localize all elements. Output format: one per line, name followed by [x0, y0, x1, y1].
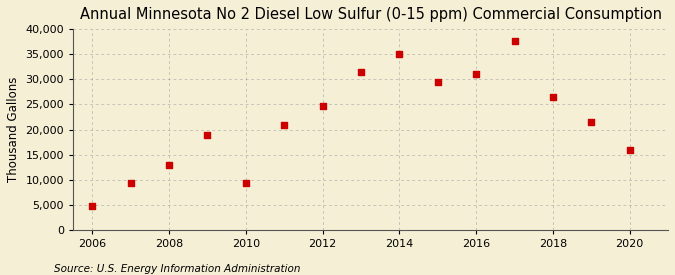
Point — [202, 133, 213, 137]
Point — [317, 104, 328, 108]
Point — [279, 122, 290, 127]
Point — [586, 120, 597, 124]
Y-axis label: Thousand Gallons: Thousand Gallons — [7, 77, 20, 182]
Point — [624, 148, 635, 152]
Text: Source: U.S. Energy Information Administration: Source: U.S. Energy Information Administ… — [54, 264, 300, 274]
Point — [126, 180, 136, 185]
Point — [433, 79, 443, 84]
Point — [87, 204, 98, 208]
Point — [356, 69, 367, 74]
Point — [164, 163, 175, 167]
Point — [547, 95, 558, 99]
Point — [394, 52, 405, 56]
Title: Annual Minnesota No 2 Diesel Low Sulfur (0-15 ppm) Commercial Consumption: Annual Minnesota No 2 Diesel Low Sulfur … — [80, 7, 662, 22]
Point — [240, 180, 251, 185]
Point — [470, 72, 481, 76]
Point — [509, 39, 520, 43]
